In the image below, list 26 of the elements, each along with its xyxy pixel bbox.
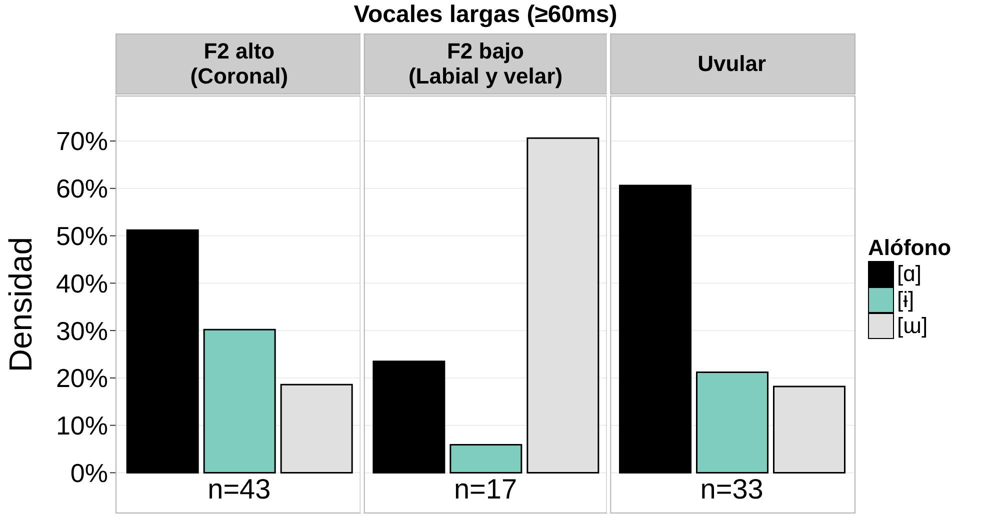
annotation: n=43 bbox=[208, 473, 271, 504]
y-tick-label: 40% bbox=[56, 268, 108, 298]
chart-title: Vocales largas (≥60ms) bbox=[352, 0, 618, 30]
bar bbox=[450, 444, 522, 474]
y-tick-label: 0% bbox=[70, 458, 108, 488]
x-tick-label: F2 bajo (Labial y velar) bbox=[408, 38, 563, 88]
y-tick-label: 70% bbox=[56, 126, 108, 156]
bar bbox=[619, 184, 692, 474]
y-tick-label: 50% bbox=[56, 221, 108, 252]
legend-title: Alófono bbox=[868, 234, 952, 260]
y-axis-title: Densidad bbox=[2, 236, 38, 372]
annotation: n=33 bbox=[700, 473, 764, 504]
legend-label: [ɑ] bbox=[897, 260, 922, 286]
bar bbox=[126, 229, 199, 474]
annotation: n=17 bbox=[454, 473, 518, 504]
legend-label: [ɯ] bbox=[897, 312, 928, 338]
y-tick-label: 60% bbox=[56, 174, 108, 204]
x-tick-label: Uvular bbox=[698, 50, 766, 76]
bar bbox=[372, 360, 446, 474]
y-tick-label: 10% bbox=[56, 410, 108, 441]
y-tick-label: 30% bbox=[56, 316, 108, 346]
legend-label: [ɨ] bbox=[897, 286, 914, 312]
bar bbox=[696, 372, 768, 474]
bar bbox=[203, 328, 276, 474]
x-tick-label: F2 alto (Coronal) bbox=[190, 38, 288, 88]
y-tick-label: 20% bbox=[56, 363, 108, 394]
